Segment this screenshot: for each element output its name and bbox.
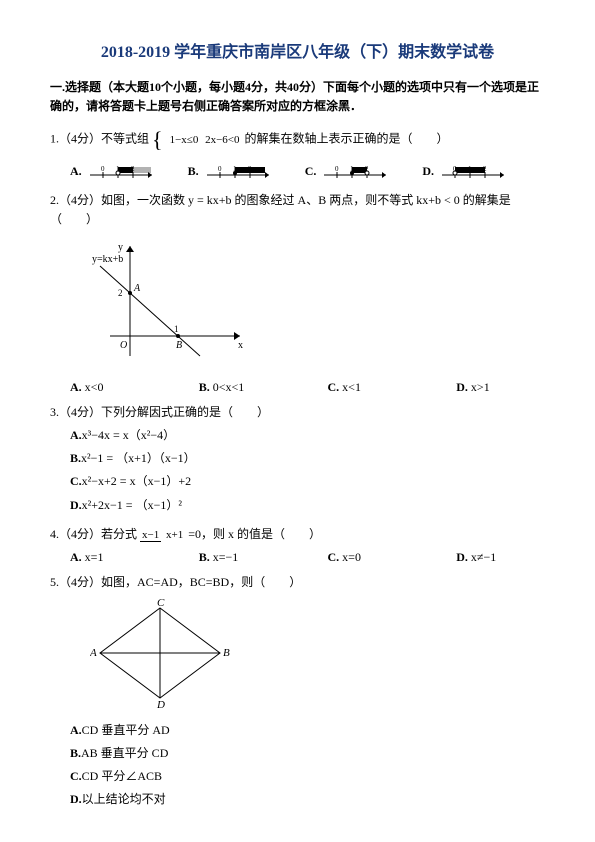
question-1: 1.（4分）不等式组 { 1−x≤0 2x−6<0 的解集在数轴上表示正确的是（… <box>50 122 545 157</box>
label-d: D <box>156 699 165 708</box>
label-b: B <box>223 647 230 659</box>
q2-opt-b[interactable]: B. 0<x<1 <box>199 378 288 397</box>
q4-stem-b: =0，则 x 的值是（ ） <box>188 527 321 541</box>
q5-opt-d[interactable]: D. 以上结论均不对 <box>70 790 284 809</box>
q5-opt-b[interactable]: B. AB 垂直平分 CD <box>70 744 284 763</box>
q4-stem-a: 4.（4分）若分式 <box>50 527 137 541</box>
q5-opt-a[interactable]: A. CD 垂直平分 AD <box>70 721 284 740</box>
q3-opt-d[interactable]: D. x²+2x−1 = （x−1）² <box>70 496 284 515</box>
q5-options: A. CD 垂直平分 AD B. AB 垂直平分 CD C. CD 平分∠ACB… <box>70 721 545 814</box>
opt-label: D. <box>422 162 434 181</box>
q4-fraction: x−1 x+1 <box>140 529 185 541</box>
q3-opt-a[interactable]: A. x³−4x = x（x²−4） <box>70 426 284 445</box>
svg-text:1: 1 <box>174 324 179 334</box>
q3-opt-c[interactable]: C. x²−x+2 = x（x−1）+2 <box>70 472 284 491</box>
point-b: B <box>176 340 182 351</box>
svg-text:0: 0 <box>218 165 222 173</box>
q3-options: A. x³−4x = x（x²−4） B. x²−1 = （x+1）（x−1） … <box>70 426 545 519</box>
section-heading: 一.选择题（本大题10个小题，每小题4分，共40分）下面每个小题的选项中只有一个… <box>50 78 545 116</box>
q3-opt-b[interactable]: B. x²−1 = （x+1）（x−1） <box>70 449 284 468</box>
page-title: 2018-2019 学年重庆市南岸区八年级（下）期末数学试卷 <box>50 40 545 66</box>
svg-text:0: 0 <box>101 165 105 173</box>
q1-stem-b: 的解集在数轴上表示正确的是（ ） <box>245 131 449 145</box>
label-a: A <box>90 647 97 659</box>
q1-system: 1−x≤0 2x−6<0 <box>168 134 242 146</box>
q2-opt-d[interactable]: D. x>1 <box>456 378 545 397</box>
q2-figure: x y O A 2 B 1 y=kx+b <box>90 236 545 372</box>
q4-opt-c[interactable]: C. x=0 <box>328 548 417 567</box>
x-axis-label: x <box>238 340 243 351</box>
q2-opt-a[interactable]: A. x<0 <box>70 378 159 397</box>
svg-text:0: 0 <box>335 165 339 173</box>
opt-label: C. <box>305 162 317 181</box>
question-3: 3.（4分）下列分解因式正确的是（ ） <box>50 403 545 422</box>
y-axis-label: y <box>118 242 123 253</box>
svg-text:2: 2 <box>118 288 123 298</box>
question-4: 4.（4分）若分式 x−1 x+1 =0，则 x 的值是（ ） <box>50 525 545 544</box>
point-a: A <box>133 283 141 294</box>
q5-figure: C A B D <box>90 598 545 714</box>
q1-opt-b[interactable]: B. 0 1 2 <box>188 161 275 181</box>
curve-label: y=kx+b <box>92 254 123 265</box>
numline-b: 0 1 2 <box>205 161 275 181</box>
q1-options: A. 0 1 2 B. 0 1 2 C. 0 1 2 <box>70 161 545 185</box>
opt-label: B. <box>188 162 199 181</box>
q1-sys-top: 1−x≤0 <box>168 134 201 146</box>
q2-options: A. x<0 B. 0<x<1 C. x<1 D. x>1 <box>70 378 545 397</box>
q2-opt-c[interactable]: C. x<1 <box>328 378 417 397</box>
q4-opt-b[interactable]: B. x=−1 <box>199 548 288 567</box>
opt-label: A. <box>70 162 82 181</box>
numline-c: 0 1 2 <box>322 161 392 181</box>
question-2: 2.（4分）如图，一次函数 y = kx+b 的图象经过 A、B 两点，则不等式… <box>50 191 545 229</box>
q4-opt-d[interactable]: D. x≠−1 <box>456 548 545 567</box>
q1-opt-c[interactable]: C. 0 1 2 <box>305 161 393 181</box>
brace-icon: { <box>152 122 163 157</box>
q1-opt-d[interactable]: D. 0 1 2 <box>422 161 510 181</box>
numline-d: 0 1 2 <box>440 161 510 181</box>
q1-opt-a[interactable]: A. 0 1 2 <box>70 161 158 181</box>
label-c: C <box>157 598 165 609</box>
q1-sys-bot: 2x−6<0 <box>203 134 241 146</box>
q4-opt-a[interactable]: A. x=1 <box>70 548 159 567</box>
q4-options: A. x=1 B. x=−1 C. x=0 D. x≠−1 <box>70 548 545 567</box>
question-5: 5.（4分）如图，AC=AD，BC=BD，则（ ） <box>50 573 545 592</box>
q5-opt-c[interactable]: C. CD 平分∠ACB <box>70 767 284 786</box>
origin-label: O <box>120 340 127 351</box>
numline-a: 0 1 2 <box>88 161 158 181</box>
q1-stem-a: 1.（4分）不等式组 <box>50 131 149 145</box>
